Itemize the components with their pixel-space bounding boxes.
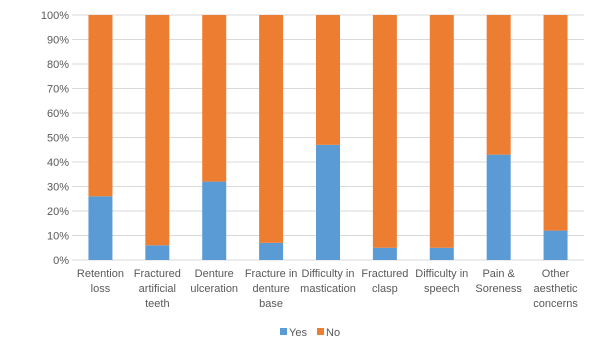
x-tick-label: artificial [139,283,176,295]
bar-no [88,15,113,197]
y-tick-label: 20% [47,206,69,218]
y-tick-label: 80% [47,59,69,71]
bars [88,15,568,260]
x-tick-label: Difficulty in [415,268,468,280]
x-tick-label: teeth [145,298,169,310]
x-tick-label: concerns [533,298,578,310]
bar-yes [88,196,113,260]
x-tick-label: Fracture in [245,268,298,280]
x-tick-label: loss [91,283,111,295]
bar-no [486,15,511,155]
x-tick-label: speech [424,283,459,295]
bar-yes [202,181,227,260]
y-tick-label: 60% [47,108,69,120]
legend-label-yes: Yes [289,327,307,339]
x-tick-label: ulceration [190,283,238,295]
bar-no [429,15,454,248]
x-axis-labels: Retention loss Fractured artificial teeth Den… [77,268,578,310]
bar-yes [145,245,170,260]
bar-no [372,15,397,248]
bar-no [259,15,284,243]
bar-yes [543,230,568,260]
y-tick-label: 100% [41,10,69,22]
bar-yes [316,144,340,260]
x-tick-label: Other [542,268,570,280]
x-tick-label: clasp [372,283,398,295]
x-tick-label: Pain & [482,268,515,280]
bar-no [202,15,227,182]
x-tick-label: Fractured [134,268,181,280]
y-tick-label: 40% [47,157,69,169]
y-tick-label: 70% [47,84,69,96]
x-tick-label: mastication [300,283,356,295]
y-tick-label: 0% [53,255,69,267]
x-tick-label: base [259,298,283,310]
bar-yes [486,154,511,260]
bar-yes [372,247,397,260]
bar-yes [259,242,284,260]
x-tick-label: Difficulty in [302,268,355,280]
legend-swatch-yes [280,328,287,335]
y-tick-label: 10% [47,231,69,243]
x-tick-label: Retention [77,268,124,280]
x-tick-label: aesthetic [534,283,579,295]
legend-label-no: No [326,327,340,339]
y-axis-ticks: 0% 10% 20% 30% 40% 50% 60% 70% 80% 90% 100% [41,10,69,267]
legend: Yes No [280,327,340,339]
bar-no [543,15,568,231]
bar-yes [429,247,454,260]
x-tick-label: Denture [195,268,234,280]
y-tick-label: 90% [47,35,69,47]
y-tick-label: 30% [47,182,69,194]
x-tick-label: Fractured [361,268,408,280]
y-tick-label: 50% [47,133,69,145]
legend-swatch-no [317,328,324,335]
bar-no [316,15,340,145]
bar-no [145,15,170,246]
x-tick-label: denture [252,283,289,295]
x-tick-label: Soreness [475,283,522,295]
